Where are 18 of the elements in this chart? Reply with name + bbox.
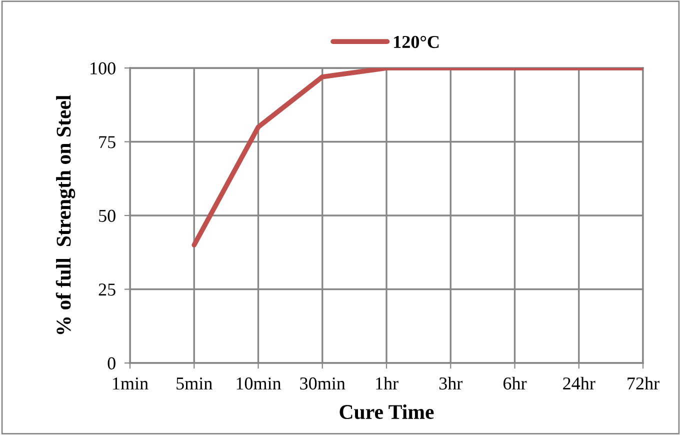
x-axis-title: Cure Time [340, 404, 434, 420]
x-tick-label: 72hr [628, 376, 660, 390]
y-tick-label: 100 [90, 62, 116, 74]
x-tick-label: 24hr [563, 376, 596, 390]
line-series [192, 68, 643, 248]
x-tick-label: 1hr [376, 376, 398, 390]
y-tick-label: 50 [99, 210, 116, 222]
x-tick-label: 6hr [503, 376, 527, 390]
y-tick-label: 25 [98, 284, 116, 296]
y-tick-label: 0 [108, 357, 116, 370]
x-tick-label: 10min [236, 377, 282, 390]
x-tick-label: 3hr [439, 376, 462, 390]
y-tick-label: 75 [99, 136, 116, 148]
x-tick-label: 30min [300, 377, 346, 390]
y-axis-title: % of full Strength on Steel [56, 95, 76, 334]
legend-label: 120°C [394, 36, 439, 48]
x-tick-label: 5min [176, 377, 212, 390]
x-tick-label: 1min [113, 377, 148, 390]
